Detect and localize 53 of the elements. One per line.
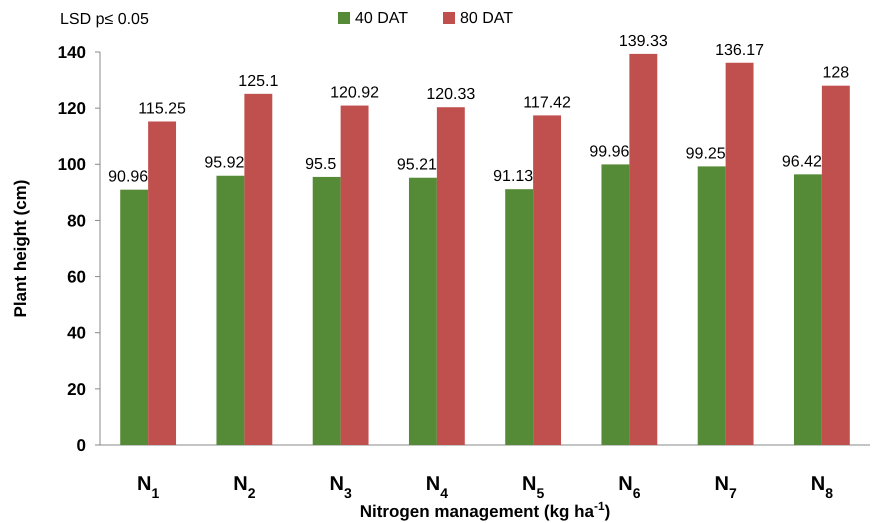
- data-label: 95.21: [396, 156, 438, 174]
- x-tick-label: N$_{7}$: [714, 473, 737, 501]
- text: LSD p≤ 0.05: [60, 11, 149, 28]
- data-label: 117.42: [523, 94, 572, 112]
- data-label: 91.13: [493, 168, 534, 186]
- y-tick-label: 120: [58, 99, 86, 118]
- data-label: 99.96: [589, 143, 630, 160]
- x-axis-title: Nitrogen management (kg ha$^{-1}$): [360, 499, 610, 521]
- bar: [148, 121, 176, 445]
- bar: [312, 176, 341, 445]
- data-label: 115.25: [138, 100, 186, 118]
- data-label: 136.17: [715, 42, 764, 59]
- x-tick-label: N$_{8}$: [810, 473, 834, 501]
- bar: [505, 189, 534, 445]
- bar: [216, 176, 244, 445]
- data-label: 99.25: [686, 145, 726, 162]
- data-label: 90.96: [108, 168, 148, 186]
- y-tick-label: 140: [58, 42, 86, 62]
- data-label: 128: [822, 64, 850, 82]
- x-tick-label: N$_{2}$: [233, 473, 256, 501]
- data-label: 96.42: [782, 153, 822, 170]
- data-label: 95.92: [204, 154, 245, 172]
- bar: [436, 107, 465, 445]
- y-tick-label: 40: [67, 324, 86, 343]
- x-tick-label: N$_{4}$: [426, 473, 448, 501]
- y-tick-label: 100: [58, 155, 86, 174]
- bar: [629, 54, 658, 445]
- data-label: 120.92: [330, 84, 380, 102]
- bar: [601, 164, 630, 445]
- y-axis-title: Plant height (cm): [11, 180, 30, 318]
- bar: [822, 86, 850, 445]
- bar: [340, 106, 369, 445]
- bar: [794, 174, 822, 445]
- y-tick-label: 0: [76, 436, 86, 455]
- data-label: 139.33: [618, 32, 668, 50]
- y-tick-label: 20: [67, 380, 86, 399]
- y-tick-label: 80: [67, 211, 86, 230]
- x-tick-label: N$_{6}$: [618, 473, 641, 501]
- x-tick-label: N$_{3}$: [330, 473, 352, 501]
- x-tick-label: N$_{5}$: [522, 473, 544, 501]
- legend-label: 40 DAT: [355, 10, 408, 27]
- y-tick-label: 60: [67, 268, 86, 287]
- x-tick-label: N$_{1}$: [137, 473, 160, 501]
- bar: [408, 178, 437, 445]
- legend-label: 80 DAT: [460, 10, 514, 27]
- bar: [698, 166, 726, 445]
- bar: [726, 62, 754, 445]
- bar: [120, 190, 148, 445]
- data-label: 120.33: [426, 86, 476, 104]
- bar: [244, 94, 272, 445]
- data-label: 95.5: [305, 156, 336, 173]
- bar: [533, 115, 562, 445]
- data-label: 125.1: [238, 72, 278, 90]
